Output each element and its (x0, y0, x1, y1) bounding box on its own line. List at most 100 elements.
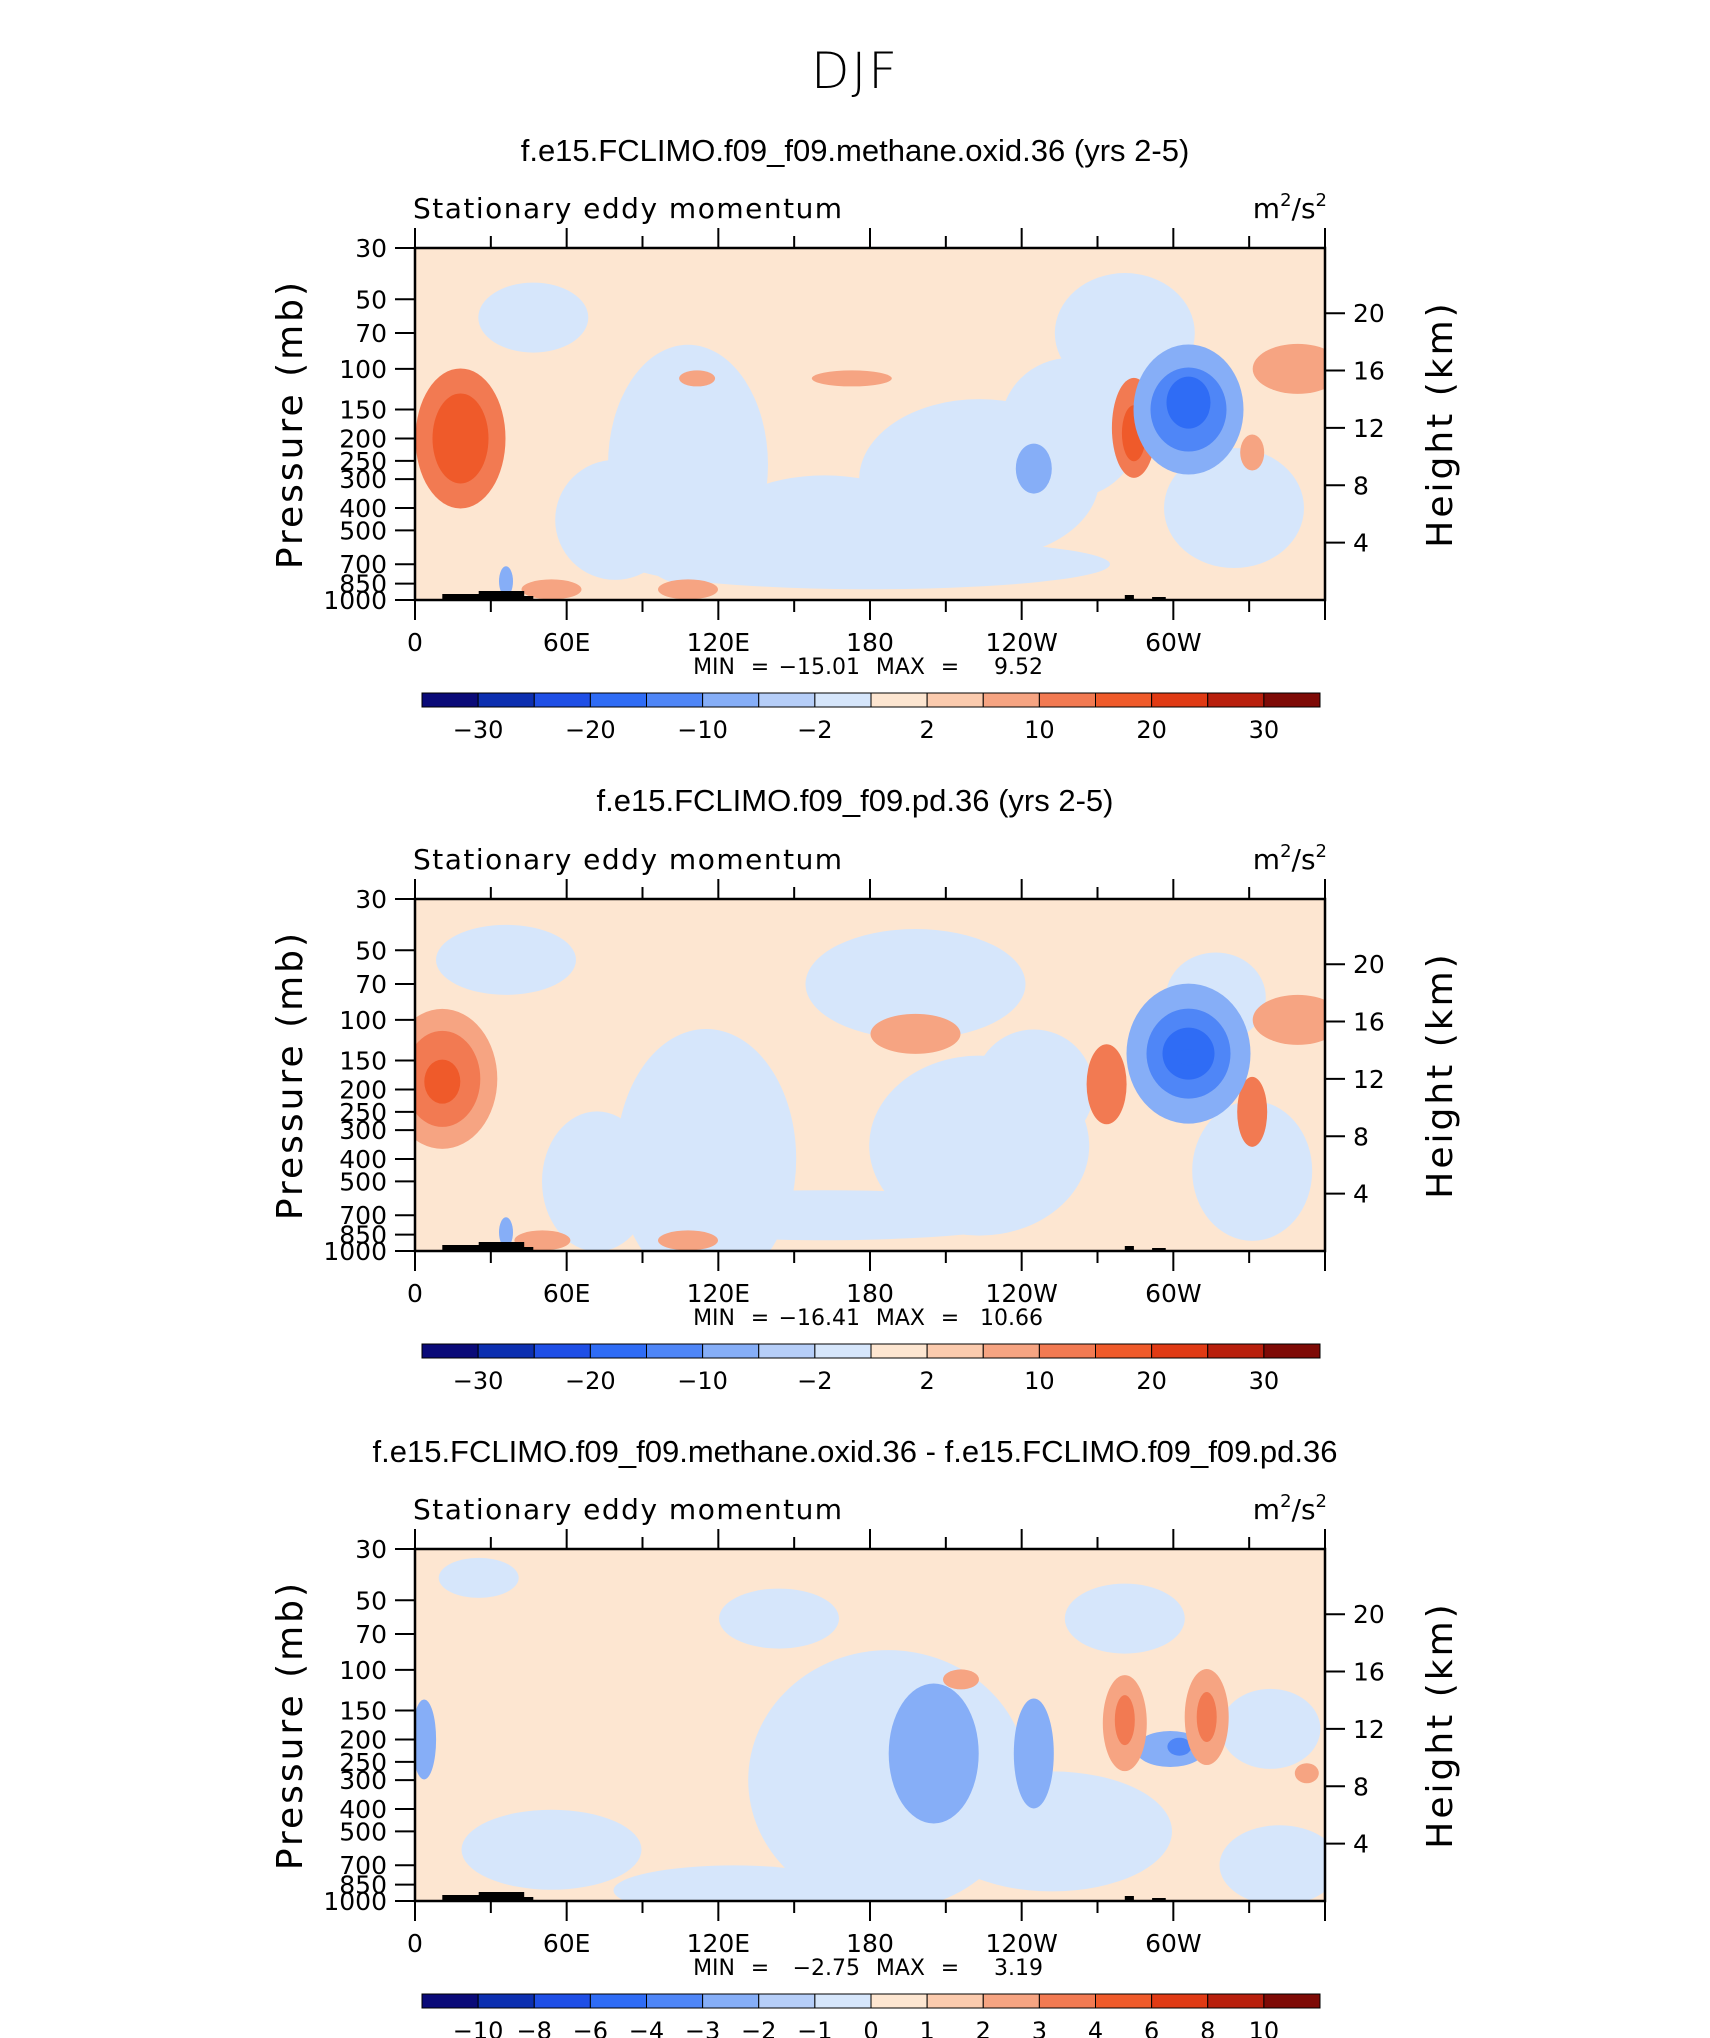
colorbar-swatch (870, 1343, 928, 1359)
colorbar-swatch (646, 1343, 704, 1359)
pressure-tick-label: 500 (339, 1817, 387, 1846)
height-tick-label: 8 (1353, 1122, 1369, 1151)
contour-field (415, 1557, 1325, 1901)
topography (478, 591, 525, 600)
positive-contour-region (424, 1059, 461, 1104)
topography (1152, 1248, 1166, 1251)
colorbar-swatch (533, 1343, 591, 1359)
pressure-tick-label: 700 (339, 1201, 387, 1230)
x-tick-label: 180 (846, 1279, 894, 1308)
negative-contour-region (499, 566, 513, 597)
pressure-tick-label: 300 (339, 1766, 387, 1795)
pressure-tick-label: 30 (355, 885, 387, 914)
min-eq: = (751, 1306, 769, 1331)
positive-contour-region (1237, 1076, 1268, 1147)
colorbar-swatch (1095, 1993, 1153, 2009)
max-label: MAX (876, 1956, 925, 1981)
positive-contour-region (1294, 1763, 1319, 1784)
panel-1: Stationary eddy momentum m2/s230507010015… (270, 190, 1461, 744)
x-tick-label: 60E (543, 628, 591, 657)
height-tick-label: 12 (1353, 1065, 1385, 1094)
colorbar-label: −2 (797, 716, 832, 744)
max-value: 3.19 (994, 1956, 1043, 1981)
colorbar-swatch (1038, 1993, 1096, 2009)
panel-1-title: f.e15.FCLIMO.f09_f09.methane.oxid.36 (yr… (520, 133, 1190, 168)
pressure-tick-label: 70 (355, 319, 387, 348)
colorbar-swatch (982, 692, 1040, 708)
contour-field (415, 273, 1325, 600)
colorbar-label: 4 (1088, 2017, 1103, 2038)
pressure-tick-label: 400 (339, 1795, 387, 1824)
min-eq: = (751, 655, 769, 680)
colorbar-label: 8 (1200, 2017, 1215, 2038)
pressure-tick-label: 500 (339, 516, 387, 545)
negative-contour-region (555, 459, 676, 580)
positive-contour-region (1086, 1044, 1127, 1125)
topography (1124, 1896, 1134, 1901)
colorbar-swatch (1207, 1343, 1265, 1359)
pressure-tick-label: 250 (339, 447, 387, 476)
pressure-tick-label: 1000 (323, 1237, 387, 1266)
positive-contour-region (679, 370, 716, 387)
pressure-tick-label: 1000 (323, 1887, 387, 1916)
min-value: −2.75 (793, 1956, 860, 1981)
pressure-tick-label: 200 (339, 1075, 387, 1104)
negative-contour-region (478, 282, 589, 353)
colorbar-label: −10 (453, 2017, 504, 2038)
colorbar-swatch (1263, 1343, 1321, 1359)
colorbar-label: 6 (1144, 2017, 1159, 2038)
panel-subtitle: Stationary eddy momentum (413, 192, 844, 225)
contour-field (415, 924, 1325, 1251)
x-tick-label: 120W (985, 1929, 1057, 1958)
topography (515, 596, 534, 600)
colorbar-swatch (646, 1993, 704, 2009)
x-tick-label: 60W (1145, 628, 1202, 657)
colorbar-swatch (926, 1993, 984, 2009)
units-label: m2/s2 (1253, 841, 1327, 876)
negative-contour-region (932, 1771, 1172, 1892)
max-value: 9.52 (994, 655, 1043, 680)
min-label: MIN (693, 1956, 735, 1981)
x-tick-label: 60W (1145, 1279, 1202, 1308)
panel-2-title: f.e15.FCLIMO.f09_f09.pd.36 (yrs 2-5) (596, 783, 1114, 818)
colorbar-label: 20 (1136, 716, 1167, 744)
negative-contour-region (719, 1588, 839, 1649)
x-tick-label: 60E (543, 1929, 591, 1958)
pressure-tick-label: 100 (339, 1006, 387, 1035)
x-tick-label: 120W (985, 1279, 1057, 1308)
min-eq: = (751, 1956, 769, 1981)
max-label: MAX (876, 655, 925, 680)
negative-contour-region (613, 1865, 854, 1901)
negative-contour-region (888, 1683, 979, 1824)
positive-contour-region (1196, 1692, 1217, 1743)
topography (515, 1247, 534, 1251)
pressure-tick-label: 850 (339, 1221, 387, 1250)
pressure-tick-label: 100 (339, 1656, 387, 1685)
panel-3-title: f.e15.FCLIMO.f09_f09.methane.oxid.36 - f… (372, 1434, 1338, 1469)
colorbar-label: 30 (1249, 1367, 1280, 1395)
x-tick-label: 120W (985, 628, 1057, 657)
positive-contour-region (811, 370, 892, 387)
y-axis-label: Pressure (mb) (270, 930, 311, 1220)
pressure-tick-label: 30 (355, 234, 387, 263)
colorbar-swatch (1151, 1343, 1209, 1359)
colorbar-label: −30 (453, 716, 504, 744)
colorbar-swatch (926, 1343, 984, 1359)
colorbar-label: −8 (517, 2017, 552, 2038)
positive-contour-region (521, 579, 582, 600)
colorbar-label: 20 (1136, 1367, 1167, 1395)
min-value: −15.01 (779, 655, 860, 680)
colorbar-label: −3 (685, 2017, 720, 2038)
units-label: m2/s2 (1253, 1491, 1327, 1526)
y2-axis-label: Height (km) (1420, 951, 1461, 1198)
colorbar-swatch (477, 692, 535, 708)
colorbar-label: −20 (565, 1367, 616, 1395)
pressure-tick-label: 150 (339, 1697, 387, 1726)
colorbar-label: 3 (1032, 2017, 1047, 2038)
pressure-tick-label: 70 (355, 970, 387, 999)
negative-contour-region (604, 1190, 1045, 1241)
y2-axis-label: Height (km) (1420, 1601, 1461, 1848)
pressure-tick-label: 850 (339, 570, 387, 599)
positive-contour-region (943, 1669, 979, 1690)
colorbar-label: −6 (573, 2017, 608, 2038)
